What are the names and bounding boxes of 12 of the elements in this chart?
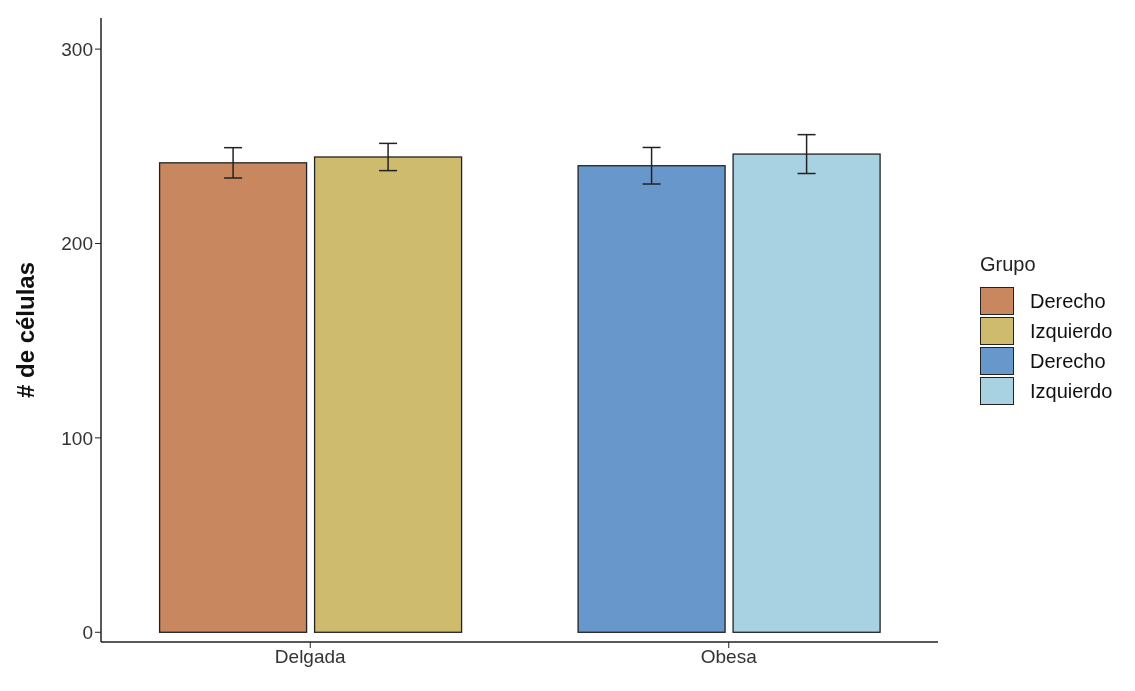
x-tick-label: Obesa <box>700 646 758 668</box>
legend-label: Izquierdo <box>1030 319 1113 343</box>
legend-label: Izquierdo <box>1030 379 1113 403</box>
y-tick-label: 300 <box>61 38 93 60</box>
y-tick-label: 0 <box>82 622 93 644</box>
legend-title: Grupo <box>980 253 1037 276</box>
legend-label: Derecho <box>1030 289 1106 313</box>
y-tick-label: 200 <box>61 233 93 255</box>
y-tick-label: 100 <box>61 427 93 449</box>
y-axis-title: # de células <box>11 261 39 399</box>
legend-label: Derecho <box>1030 349 1106 373</box>
x-tick-label: Delgada <box>274 646 347 668</box>
